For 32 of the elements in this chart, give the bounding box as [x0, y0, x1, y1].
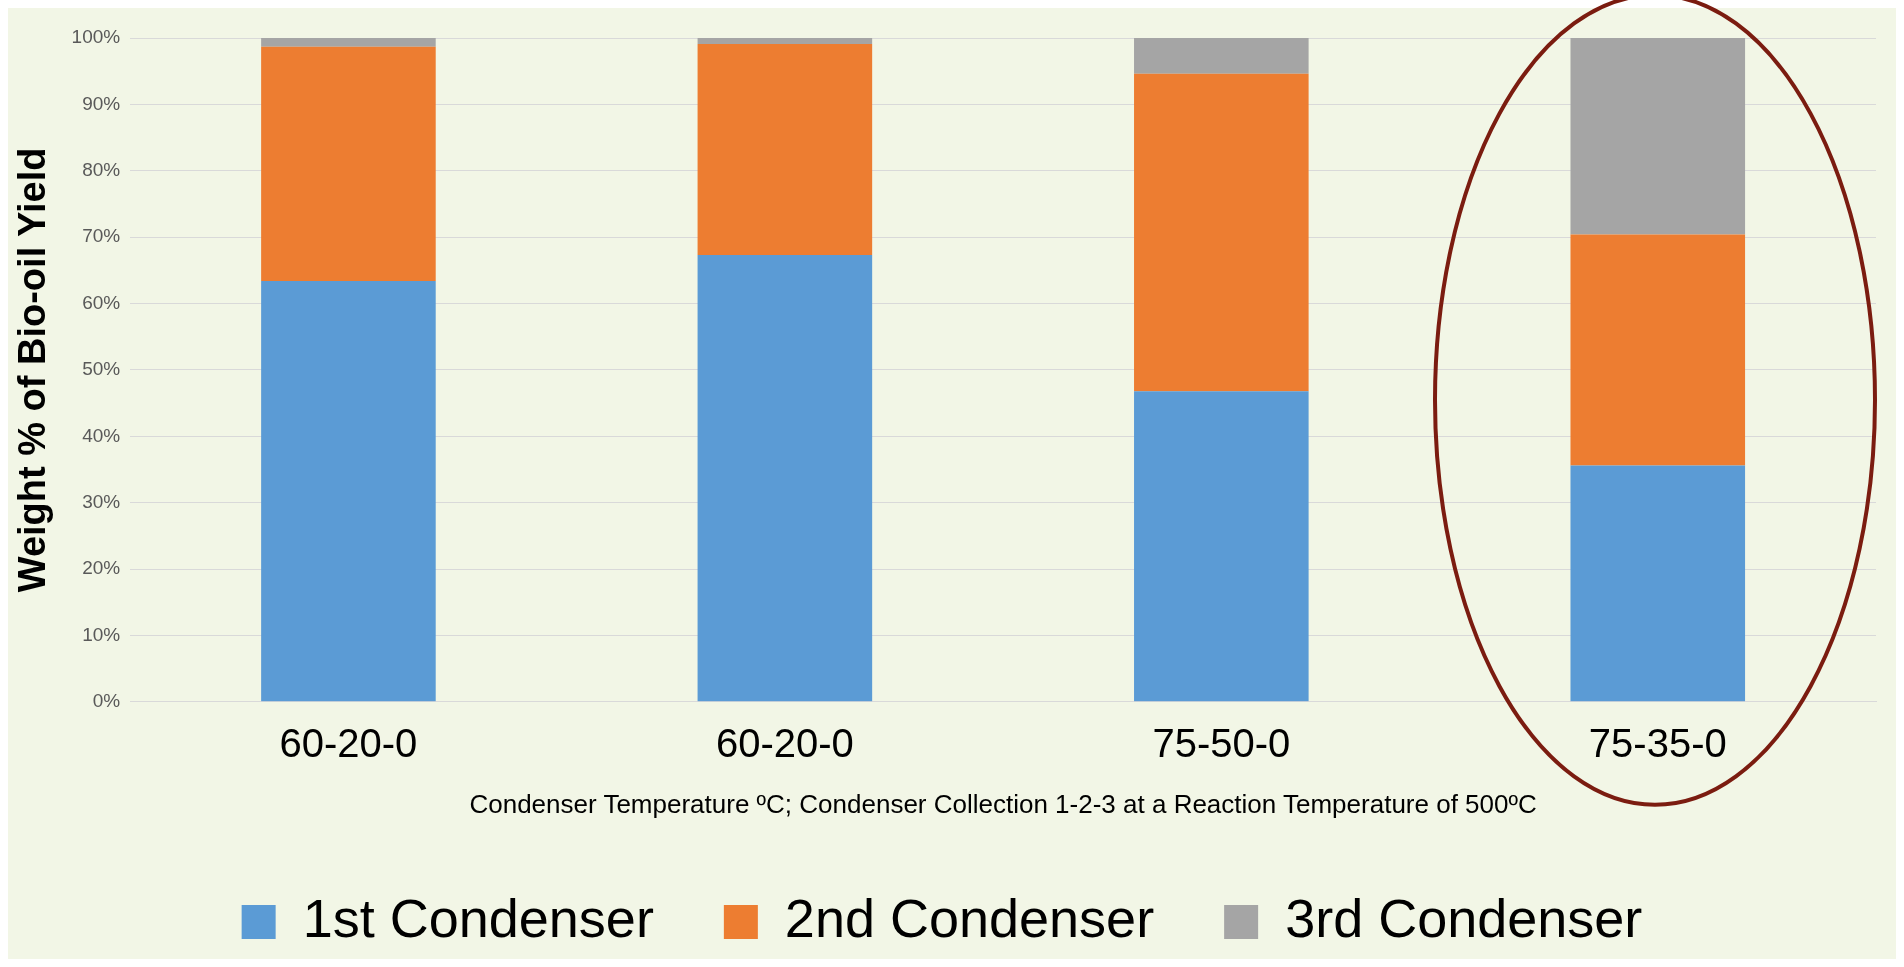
y-tick-label: 100%: [71, 26, 121, 48]
bar: [1570, 465, 1746, 702]
y-tick-label: 30%: [82, 490, 121, 512]
bar: [1134, 73, 1309, 392]
x-axis-title: Condenser Temperature ºC; Condenser Collection 1-2-3 at a Reaction Temperature of 500ºC: [469, 788, 1537, 819]
x-tick-label: 60-20-0: [715, 720, 854, 765]
bar: [261, 280, 436, 702]
y-tick-label: 40%: [82, 424, 121, 446]
bar: [1570, 38, 1746, 235]
bar: [697, 43, 873, 256]
bar: [261, 38, 436, 47]
y-axis-title: Weight % of Bio-oil Yield: [11, 147, 54, 593]
y-tick-label: 50%: [82, 358, 121, 380]
x-tick-label: 75-50-0: [1152, 720, 1291, 765]
legend-label: 2nd Condenser: [784, 887, 1155, 948]
bar: [697, 38, 873, 44]
y-tick-label: 10%: [82, 623, 121, 645]
x-tick-label: 60-20-0: [279, 720, 418, 765]
y-tick-label: 80%: [82, 158, 121, 180]
x-tick-label: 75-35-0: [1588, 720, 1727, 765]
bar: [261, 46, 436, 281]
bar: [1570, 234, 1746, 466]
legend-label: 1st Condenser: [302, 887, 654, 948]
y-tick-label: 20%: [82, 557, 121, 579]
y-tick-label: 60%: [82, 291, 121, 313]
legend-label: 3rd Condenser: [1285, 887, 1643, 948]
bar: [697, 255, 873, 702]
bar: [1134, 391, 1309, 702]
y-tick-label: 70%: [82, 225, 121, 247]
y-tick-label: 90%: [82, 92, 121, 114]
y-tick-label: 0%: [92, 690, 121, 712]
bar: [1134, 38, 1309, 74]
